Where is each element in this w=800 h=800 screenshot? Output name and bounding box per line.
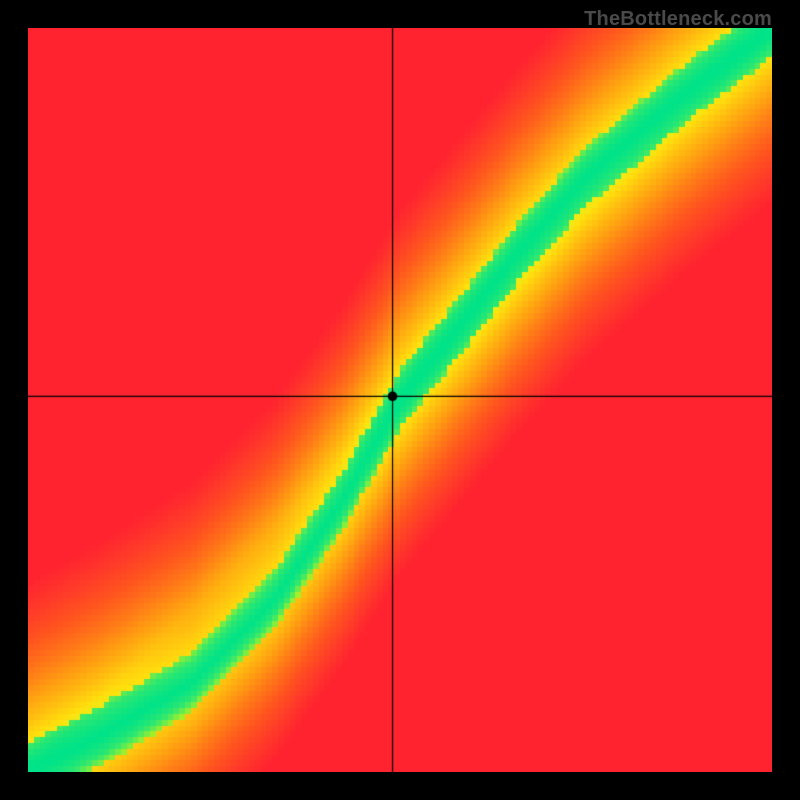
chart-frame: TheBottleneck.com <box>0 0 800 800</box>
watermark-text: TheBottleneck.com <box>584 8 772 31</box>
bottleneck-heatmap <box>28 28 772 772</box>
